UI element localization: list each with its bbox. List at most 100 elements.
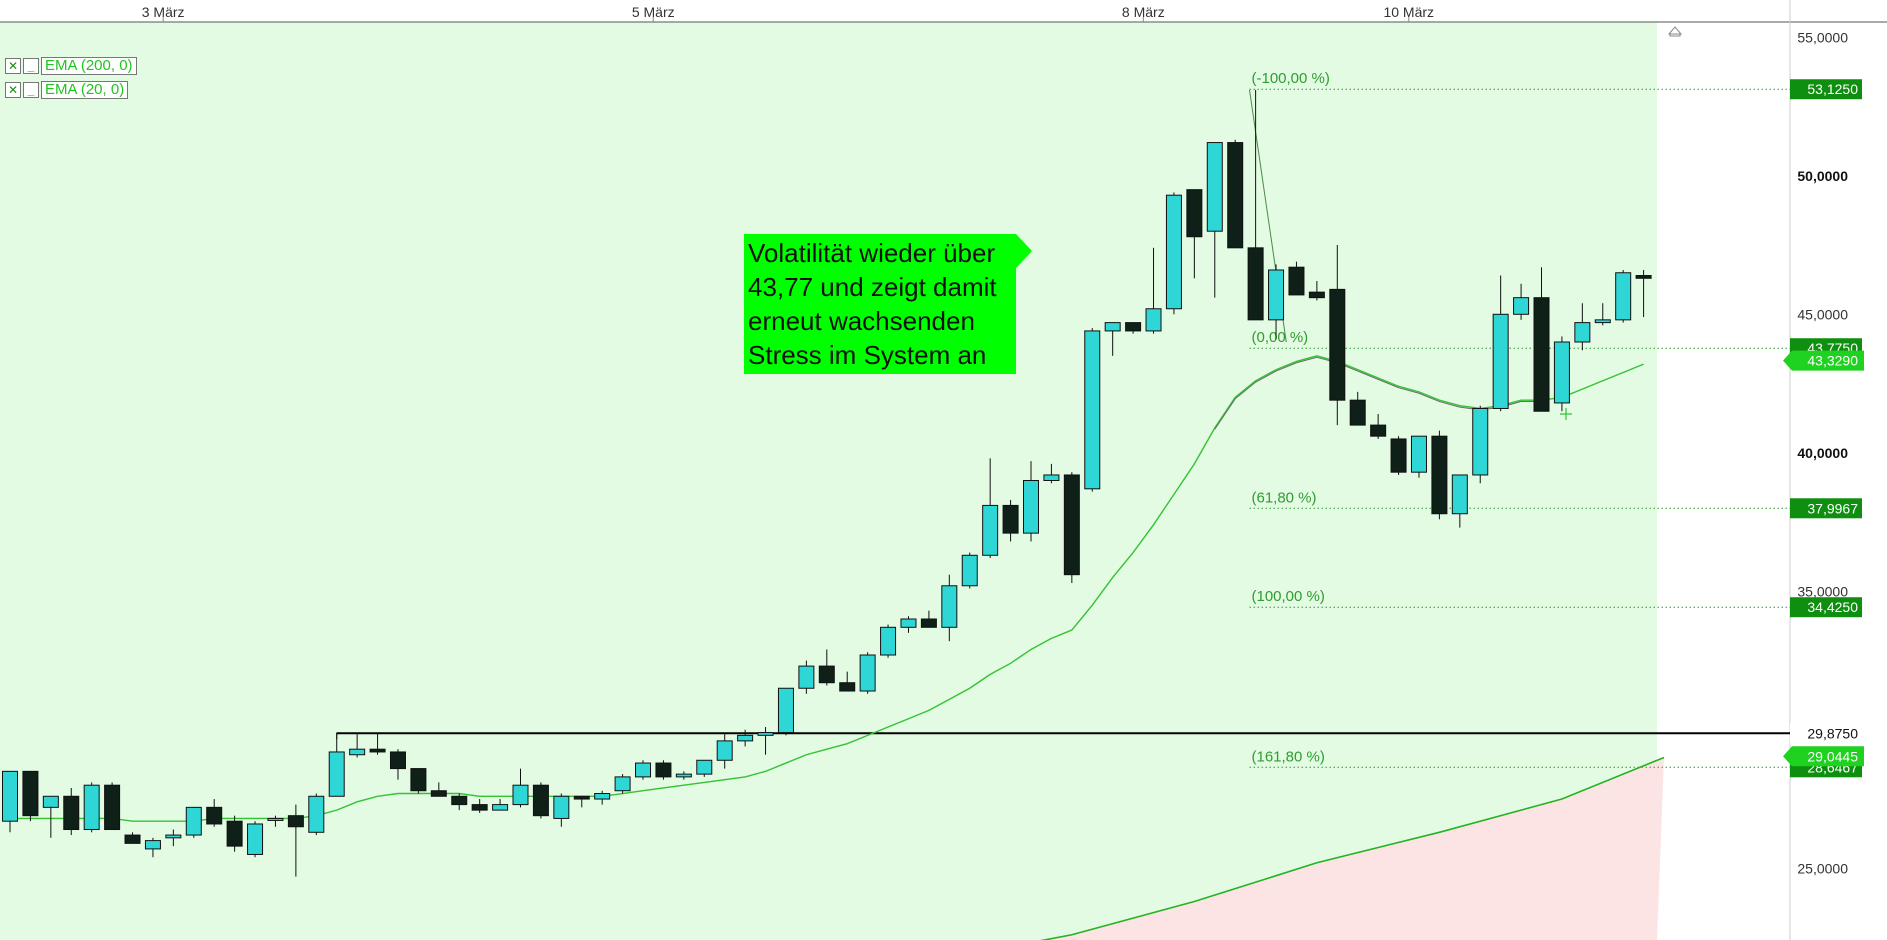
candle [1492,275,1509,412]
legend-ema-200: ✕ _ EMA (200, 0) [5,57,137,75]
candle-body [451,795,468,806]
candle-body [1206,142,1223,232]
price-badge-box [1790,498,1862,519]
close-icon[interactable]: ✕ [5,82,21,98]
candle-body [1145,308,1162,332]
candle [1574,303,1591,351]
candle-body [1002,504,1019,534]
candle [1268,264,1285,340]
candle [2,770,18,833]
candle-body [267,817,284,821]
legend-label-ema-200[interactable]: EMA (200, 0) [41,57,137,75]
candle-body [859,654,876,692]
candle [635,760,652,780]
close-icon[interactable]: ✕ [5,58,21,74]
candle-body [675,773,692,778]
candle-body [1594,319,1611,324]
candle-body [573,795,590,800]
fib-level-label: (0,00 %) [1251,329,1308,346]
candle-body [1043,474,1060,481]
annotation-callout[interactable]: Volatilität wieder über 43,77 und zeigt … [744,234,1032,374]
annotation-line: erneut wachsenden [748,306,975,336]
candle [655,760,672,780]
candle-body [185,806,202,836]
legend-ema-20: ✕ _ EMA (20, 0) [5,81,129,99]
candle-body [920,618,937,628]
candle [1472,405,1489,484]
candle-body [1635,275,1652,279]
price-tick-label: 55,0000 [1797,29,1848,45]
candle-body [328,751,345,797]
candle-body [144,840,161,850]
candle-body [1492,313,1509,409]
candle [1431,430,1448,520]
candle [308,793,325,836]
candle [1308,281,1325,301]
price-badge-box [1783,746,1864,767]
candle-body [226,820,243,847]
candle [1084,328,1101,492]
candle-body [594,793,611,800]
candle-body [42,795,59,808]
candle [349,732,366,758]
scroll-home-icon [1667,26,1683,37]
plot-area-background [0,22,1657,940]
candle [573,795,590,808]
date-label: 3 März [142,4,185,20]
fib-level-label: (100,00 %) [1251,588,1324,605]
price-badge-label: 37,9967 [1807,500,1858,516]
price-badge-label: 34,4250 [1807,599,1858,615]
candle [1594,303,1611,326]
candle-body [492,804,509,811]
candle-body [696,759,713,775]
candle [1227,139,1244,249]
candle-body [553,795,570,819]
candle-body [880,626,897,656]
legend-label-ema-20[interactable]: EMA (20, 0) [41,81,129,99]
candle-body [1533,297,1550,412]
candle [471,799,488,813]
fib-price-badge: 53,1250 [1790,79,1862,100]
date-axis: 3 März 5 März 8 März 10 März [142,4,1434,22]
candle-body [757,732,774,736]
price-tick-label: 40,0000 [1797,445,1848,461]
candle-body [635,762,652,778]
fibonacci-tool[interactable]: (-100,00 %) (0,00 %) (61,80 %) (100,00 %) (1… [1248,70,1790,768]
candle [185,806,202,838]
candle-body [1288,266,1305,296]
candle-body [1513,297,1530,315]
candle [961,552,978,589]
price-axis: 55,0000 50,0000 45,0000 40,0000 35,0000 25,00… [1797,29,1848,876]
date-label: 8 März [1122,4,1165,20]
price-tick-label: 25,0000 [1797,860,1848,876]
candle [900,616,917,633]
candle-body [982,504,999,556]
fib-level-label: (-100,00 %) [1251,70,1329,87]
candle [1513,283,1530,320]
price-badge-label: 29,8750 [1807,725,1858,741]
candle [104,782,121,831]
candle-body [2,770,18,822]
candle [532,782,549,819]
candle [614,774,631,794]
candle [798,660,815,694]
candle-body [737,734,754,742]
candle-body [961,554,978,587]
date-label: 10 März [1383,4,1434,20]
candle-body [104,784,121,831]
minimize-icon[interactable]: _ [23,58,39,74]
candle [287,804,304,877]
candle-body [1472,407,1489,476]
minimize-icon[interactable]: _ [23,82,39,98]
candle-body [1084,330,1101,490]
candle [1615,269,1632,323]
candle [920,610,937,628]
candle-body [389,751,406,770]
candle-body [410,768,427,792]
candle [1186,189,1203,279]
candle-body [83,784,100,831]
price-badge-box [1790,79,1862,100]
candle [1370,414,1387,439]
